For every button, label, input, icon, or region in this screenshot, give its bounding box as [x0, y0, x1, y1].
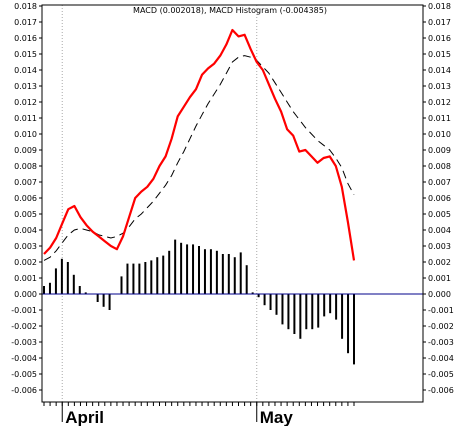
y-tick-label-left: -0.006 [11, 386, 37, 395]
y-tick-label-left: -0.002 [11, 322, 37, 331]
y-tick-label-left: 0.018 [14, 2, 37, 11]
y-tick-label-right: 0.016 [428, 34, 451, 43]
y-tick-label-left: -0.001 [11, 306, 37, 315]
y-axis-ticks: 0.018 0.018 0.017 0.017 0.016 0.016 0.015 0.015… [11, 2, 454, 395]
y-tick-label-left: 0.012 [14, 98, 37, 107]
y-tick-label-left: 0.008 [14, 162, 37, 171]
y-tick-label-right: 0.013 [428, 82, 451, 91]
y-tick-label-left: 0.010 [14, 130, 37, 139]
y-tick-label-left: 0.009 [14, 146, 37, 155]
y-tick-label-left: 0.001 [14, 274, 37, 283]
y-tick-label-left: -0.003 [11, 338, 37, 347]
y-tick-label-left: 0.005 [14, 210, 37, 219]
y-tick-label-left: 0.000 [14, 290, 37, 299]
y-tick-label-right: -0.003 [428, 338, 454, 347]
y-tick-label-left: 0.014 [14, 66, 37, 75]
y-tick-label-left: -0.005 [11, 370, 37, 379]
y-tick-label-right: -0.004 [428, 354, 454, 363]
month-label: May [260, 408, 294, 426]
x-axis-labels: AprilMayJune [43, 402, 355, 426]
y-tick-label-left: 0.006 [14, 194, 37, 203]
y-tick-label-right: 0.010 [428, 130, 451, 139]
y-tick-label-left: 0.016 [14, 34, 37, 43]
month-label: April [65, 408, 104, 426]
y-tick-label-right: 0.015 [428, 50, 451, 59]
y-tick-label-left: 0.011 [14, 114, 37, 123]
grid-layer [61, 5, 258, 402]
y-tick-label-right: 0.006 [428, 194, 451, 203]
y-tick-label-left: 0.002 [14, 258, 37, 267]
y-tick-label-left: 0.003 [14, 242, 37, 251]
y-tick-label-left: -0.004 [11, 354, 37, 363]
y-tick-label-left: 0.007 [14, 178, 37, 187]
y-tick-label-right: 0.009 [428, 146, 451, 155]
y-tick-label-right: 0.005 [428, 210, 451, 219]
y-tick-label-right: 0.018 [428, 2, 451, 11]
y-tick-label-right: -0.001 [428, 306, 454, 315]
y-tick-label-right: 0.012 [428, 98, 451, 107]
macd-line [43, 28, 356, 261]
y-tick-label-right: 0.014 [428, 66, 451, 75]
y-tick-label-left: 0.004 [14, 226, 37, 235]
y-tick-label-right: 0.004 [428, 226, 451, 235]
y-tick-label-right: 0.007 [428, 178, 451, 187]
y-tick-label-right: 0.001 [428, 274, 451, 283]
y-tick-label-right: 0.011 [428, 114, 451, 123]
y-tick-label-right: -0.005 [428, 370, 454, 379]
y-tick-label-right: 0.017 [428, 18, 451, 27]
y-tick-label-right: 0.008 [428, 162, 451, 171]
chart-title: MACD (0.002018), MACD Histogram (-0.0043… [133, 6, 327, 15]
y-tick-label-left: 0.017 [14, 18, 37, 27]
y-tick-label-left: 0.013 [14, 82, 37, 91]
y-tick-label-right: 0.000 [428, 290, 451, 299]
y-tick-label-left: 0.015 [14, 50, 37, 59]
y-tick-label-right: -0.006 [428, 386, 454, 395]
y-tick-label-right: 0.002 [428, 258, 451, 267]
histogram-bars [43, 239, 355, 365]
y-tick-label-right: -0.002 [428, 322, 454, 331]
y-tick-label-right: 0.003 [428, 242, 451, 251]
